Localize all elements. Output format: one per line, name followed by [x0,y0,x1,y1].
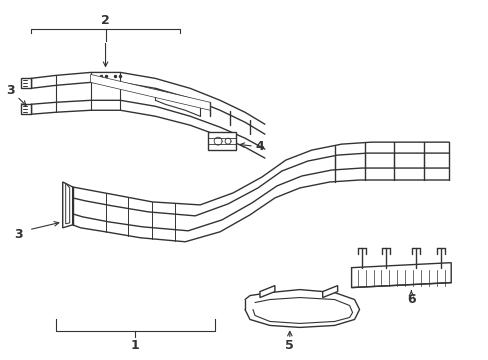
Polygon shape [65,183,69,224]
Polygon shape [21,104,31,114]
Polygon shape [21,78,31,88]
Polygon shape [208,132,236,150]
Polygon shape [62,182,73,228]
Text: 4: 4 [255,140,264,153]
Polygon shape [260,285,274,298]
Text: 3: 3 [15,228,23,241]
Polygon shape [322,285,337,298]
Text: 3: 3 [6,84,15,97]
Text: 5: 5 [285,339,294,352]
Text: 2: 2 [101,14,110,27]
Text: 1: 1 [131,339,140,352]
Polygon shape [90,75,210,110]
Polygon shape [351,263,450,288]
Text: 6: 6 [406,293,415,306]
